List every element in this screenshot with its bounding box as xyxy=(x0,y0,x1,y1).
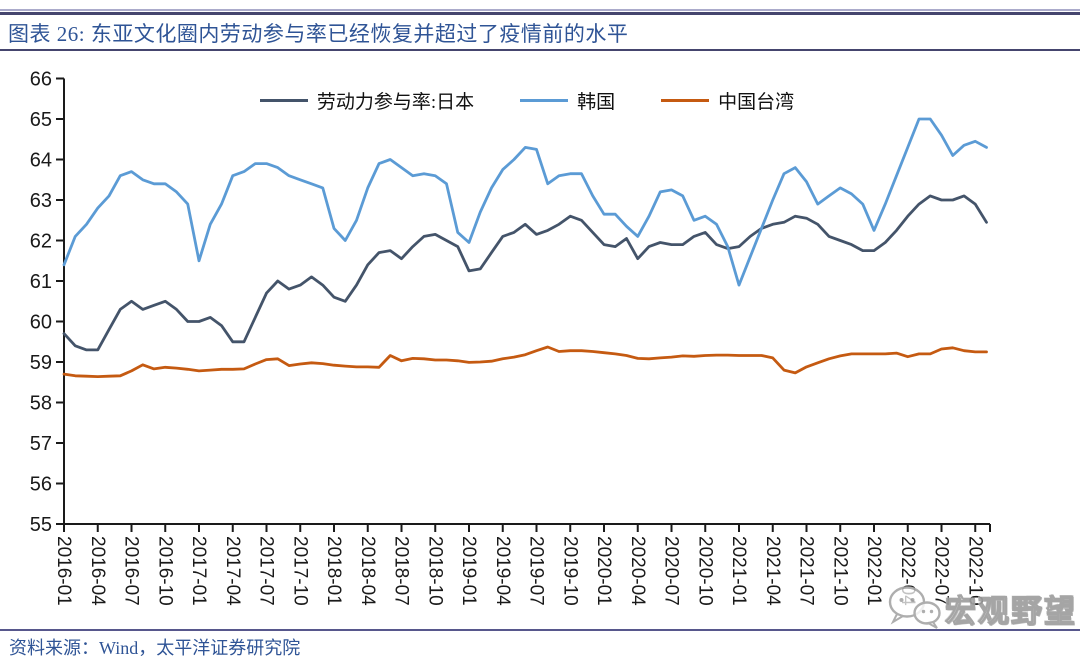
legend-label-japan: 劳动力参与率:日本 xyxy=(316,92,475,113)
x-tick-label: 2017-01 xyxy=(188,536,209,606)
wechat-icon xyxy=(888,586,941,629)
watermark-text: 宏观野望 xyxy=(944,593,1077,629)
y-tick-label: 55 xyxy=(30,514,52,536)
x-tick-label: 2020-07 xyxy=(661,536,682,606)
line-taiwan xyxy=(62,345,988,379)
legend-label-taiwan: 中国台湾 xyxy=(718,92,795,113)
line-korea xyxy=(62,117,988,287)
legend-item-korea: 韩国 xyxy=(520,87,615,114)
taiwan-line-swatch xyxy=(661,99,710,102)
y-tick-label: 58 xyxy=(30,393,52,415)
figure-title: 图表 26: 东亚文化圈内劳动参与率已经恢复并超过了疫情前的水平 xyxy=(8,22,629,46)
x-tick-label: 2018-01 xyxy=(323,536,344,606)
chart-legend: 劳动力参与率:日本 韩国 中国台湾 xyxy=(64,87,990,114)
top-rule-light xyxy=(0,9,1080,11)
title-underline xyxy=(0,49,1080,51)
x-tick-label: 2018-07 xyxy=(391,536,412,606)
x-tick-label: 2019-07 xyxy=(526,536,547,606)
footer-rule xyxy=(0,629,1080,631)
x-tick-label: 2016-10 xyxy=(154,536,175,606)
y-tick-label: 62 xyxy=(30,231,52,253)
legend-label-korea: 韩国 xyxy=(577,92,616,113)
y-tick-label: 60 xyxy=(30,312,52,334)
x-tick-label: 2019-01 xyxy=(458,536,479,606)
y-tick-label: 66 xyxy=(30,69,52,91)
korea-line-swatch xyxy=(520,99,569,102)
x-tick-label: 2017-10 xyxy=(289,536,310,606)
x-tick-label: 2021-10 xyxy=(829,536,850,606)
x-tick-label: 2020-04 xyxy=(627,536,648,606)
x-tick-label: 2016-04 xyxy=(87,536,108,606)
top-rule-dark xyxy=(0,12,1080,15)
x-tick-label: 2021-01 xyxy=(728,536,749,606)
line-japan xyxy=(62,194,988,352)
x-tick-label: 2020-10 xyxy=(694,536,715,606)
x-tick-label: 2017-07 xyxy=(256,536,277,606)
y-tick-label: 57 xyxy=(30,433,52,455)
y-tick-label: 61 xyxy=(30,271,52,293)
source-note: 资料来源：Wind，太平洋证券研究院 xyxy=(9,638,301,658)
watermark: 宏观野望 xyxy=(883,584,1077,632)
x-tick-label: 2018-04 xyxy=(357,536,378,606)
legend-item-taiwan: 中国台湾 xyxy=(661,87,794,114)
x-tick-label: 2019-10 xyxy=(559,536,580,606)
x-tick-label: 2021-07 xyxy=(796,536,817,606)
y-tick-label: 63 xyxy=(30,190,52,212)
x-tick-label: 2021-04 xyxy=(762,536,783,606)
x-tick-label: 2020-01 xyxy=(593,536,614,606)
legend-item-japan: 劳动力参与率:日本 xyxy=(259,87,475,114)
x-tick-label: 2022-01 xyxy=(863,536,884,606)
x-tick-label: 2017-04 xyxy=(222,536,243,606)
x-tick-label: 2018-10 xyxy=(424,536,445,606)
y-tick-label: 56 xyxy=(30,474,52,496)
x-tick-label: 2022-10 xyxy=(964,536,985,606)
x-tick-label: 2016-07 xyxy=(121,536,142,606)
y-tick-label: 65 xyxy=(30,109,52,131)
y-tick-label: 64 xyxy=(30,150,52,172)
x-tick-label: 2022-07 xyxy=(931,536,952,606)
y-tick-label: 59 xyxy=(30,352,52,374)
axis-lines xyxy=(63,78,990,525)
japan-line-swatch xyxy=(259,99,308,102)
x-tick-label: 2016-01 xyxy=(53,536,74,606)
x-tick-label: 2019-04 xyxy=(492,536,513,606)
